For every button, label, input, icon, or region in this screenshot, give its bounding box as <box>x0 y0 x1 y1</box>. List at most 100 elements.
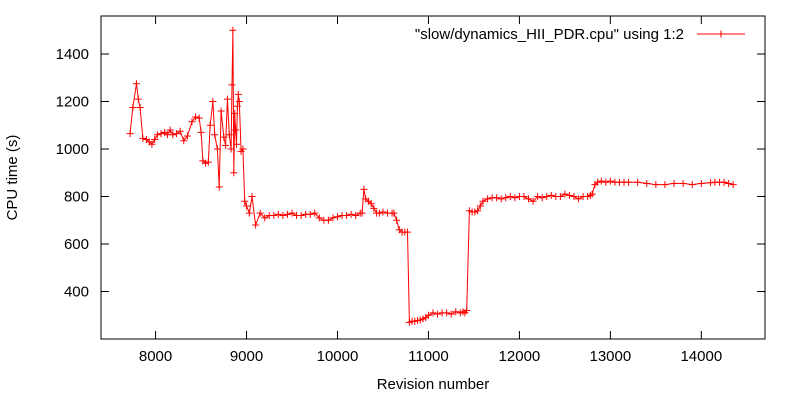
data-point-marker <box>227 145 235 153</box>
data-point-marker <box>232 126 240 134</box>
data-point-marker <box>234 90 242 98</box>
data-point-marker <box>538 194 546 202</box>
data-point-marker <box>474 207 482 215</box>
data-point-marker <box>228 81 236 89</box>
data-point-marker <box>725 179 733 187</box>
x-tick-label: 11000 <box>408 348 449 365</box>
x-tick-label: 10000 <box>317 348 359 365</box>
data-point-marker <box>274 210 282 218</box>
data-point-marker <box>479 197 487 205</box>
data-point-marker <box>241 197 249 205</box>
data-point-marker <box>213 145 221 153</box>
data-point-marker <box>132 80 140 88</box>
data-point-marker <box>183 132 191 140</box>
data-point-marker <box>670 179 678 187</box>
data-point-marker <box>223 95 231 103</box>
x-tick-label: 8000 <box>139 348 172 365</box>
data-point-marker <box>484 195 492 203</box>
data-point-marker <box>197 128 205 136</box>
data-point-marker <box>225 131 233 139</box>
y-axis: 400 600 800 1000 1200 1400 <box>56 46 765 301</box>
data-point-marker <box>588 190 596 198</box>
data-point-marker <box>153 131 161 139</box>
data-point-marker <box>729 181 737 189</box>
data-point-marker <box>215 183 223 191</box>
data-point-marker <box>447 310 455 318</box>
data-point-marker <box>306 210 314 218</box>
data-point-marker <box>452 308 460 316</box>
data-point-marker <box>511 194 519 202</box>
y-tick-label: 800 <box>64 189 89 206</box>
data-point-marker <box>324 216 332 224</box>
data-point-marker <box>597 177 605 185</box>
data-point-marker <box>315 214 323 222</box>
data-point-marker <box>429 309 437 317</box>
data-point-marker <box>652 181 660 189</box>
data-point-marker <box>283 210 291 218</box>
legend-marker-plus <box>717 30 725 38</box>
plot-frame <box>100 15 766 340</box>
x-tick-label: 14000 <box>680 348 722 365</box>
data-point-marker <box>525 195 533 203</box>
data-point-marker <box>697 179 705 187</box>
data-point-marker <box>625 178 633 186</box>
data-point-marker <box>229 26 237 34</box>
x-tick-label: 12000 <box>499 348 541 365</box>
data-point-marker <box>506 193 514 200</box>
data-point-marker <box>404 228 412 236</box>
data-point-marker <box>151 136 159 143</box>
data-point-marker <box>534 193 542 200</box>
data-point-marker <box>222 141 230 149</box>
y-tick-label: 400 <box>64 284 89 301</box>
data-point-marker <box>688 181 696 189</box>
data-point-marker <box>424 311 432 319</box>
y-tick-label: 1200 <box>56 94 89 111</box>
data-point-marker <box>169 131 177 139</box>
data-point-marker <box>129 103 137 111</box>
data-point-marker <box>358 209 366 217</box>
data-point-marker <box>248 193 256 200</box>
data-point-marker <box>586 191 594 199</box>
data-point-marker <box>261 214 269 222</box>
data-point-marker <box>720 178 728 186</box>
data-point-marker <box>172 130 180 138</box>
data-point-marker <box>235 98 243 105</box>
data-point-marker <box>459 308 467 316</box>
series-markers <box>126 26 737 326</box>
legend-entry-label: "slow/dynamics_HII_PDR.cpu" using 1:2 <box>415 26 684 43</box>
data-point-marker <box>556 193 564 200</box>
data-point-marker <box>220 133 228 141</box>
data-point-marker <box>661 181 669 189</box>
data-point-marker <box>375 209 383 217</box>
data-point-marker <box>192 113 200 121</box>
data-point-marker <box>602 178 610 186</box>
y-axis-label: CPU time (s) <box>4 135 21 221</box>
data-point-marker <box>547 191 555 199</box>
data-point-marker <box>594 178 602 186</box>
data-point-marker <box>209 98 217 105</box>
data-point-marker <box>204 158 212 166</box>
data-point-marker <box>217 107 225 115</box>
data-point-marker <box>239 145 247 153</box>
data-point-marker <box>270 212 278 219</box>
data-point-marker <box>126 130 134 138</box>
data-point-marker <box>211 131 219 139</box>
data-point-marker <box>352 212 360 219</box>
data-point-marker <box>476 202 484 210</box>
data-point-marker <box>231 109 239 117</box>
data-point-marker <box>463 307 471 314</box>
data-point-marker <box>329 214 337 222</box>
data-point-marker <box>233 102 241 110</box>
data-point-marker <box>347 210 355 218</box>
data-point-marker <box>565 191 573 199</box>
data-point-marker <box>543 193 551 200</box>
data-point-marker <box>134 95 142 103</box>
x-axis-label: Revision number <box>377 376 490 393</box>
data-point-marker <box>230 169 238 177</box>
data-point-marker <box>390 209 398 217</box>
data-point-marker <box>502 194 510 202</box>
data-point-marker <box>679 179 687 187</box>
data-point-marker <box>243 202 251 210</box>
data-point-marker <box>360 185 368 193</box>
